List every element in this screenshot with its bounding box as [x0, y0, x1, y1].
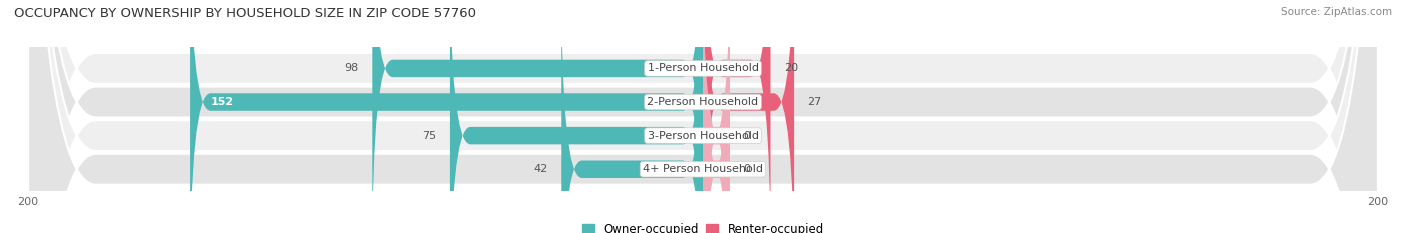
FancyBboxPatch shape: [703, 0, 794, 233]
Text: 3-Person Household: 3-Person Household: [648, 131, 758, 141]
FancyBboxPatch shape: [190, 0, 703, 233]
Text: 42: 42: [533, 164, 548, 174]
FancyBboxPatch shape: [28, 0, 1378, 233]
FancyBboxPatch shape: [703, 0, 730, 233]
FancyBboxPatch shape: [450, 0, 703, 233]
Text: 2-Person Household: 2-Person Household: [647, 97, 759, 107]
Text: 20: 20: [785, 63, 799, 73]
Text: 1-Person Household: 1-Person Household: [648, 63, 758, 73]
Text: 27: 27: [807, 97, 823, 107]
Text: 0: 0: [744, 164, 751, 174]
Text: 0: 0: [744, 131, 751, 141]
Legend: Owner-occupied, Renter-occupied: Owner-occupied, Renter-occupied: [582, 223, 824, 233]
FancyBboxPatch shape: [28, 0, 1378, 233]
FancyBboxPatch shape: [373, 0, 703, 233]
Text: 75: 75: [422, 131, 436, 141]
Text: 4+ Person Household: 4+ Person Household: [643, 164, 763, 174]
Text: 98: 98: [344, 63, 359, 73]
Text: Source: ZipAtlas.com: Source: ZipAtlas.com: [1281, 7, 1392, 17]
FancyBboxPatch shape: [561, 0, 703, 233]
FancyBboxPatch shape: [28, 0, 1378, 233]
Text: OCCUPANCY BY OWNERSHIP BY HOUSEHOLD SIZE IN ZIP CODE 57760: OCCUPANCY BY OWNERSHIP BY HOUSEHOLD SIZE…: [14, 7, 477, 20]
Text: 152: 152: [211, 97, 233, 107]
FancyBboxPatch shape: [703, 0, 730, 233]
FancyBboxPatch shape: [28, 0, 1378, 233]
FancyBboxPatch shape: [703, 0, 770, 233]
